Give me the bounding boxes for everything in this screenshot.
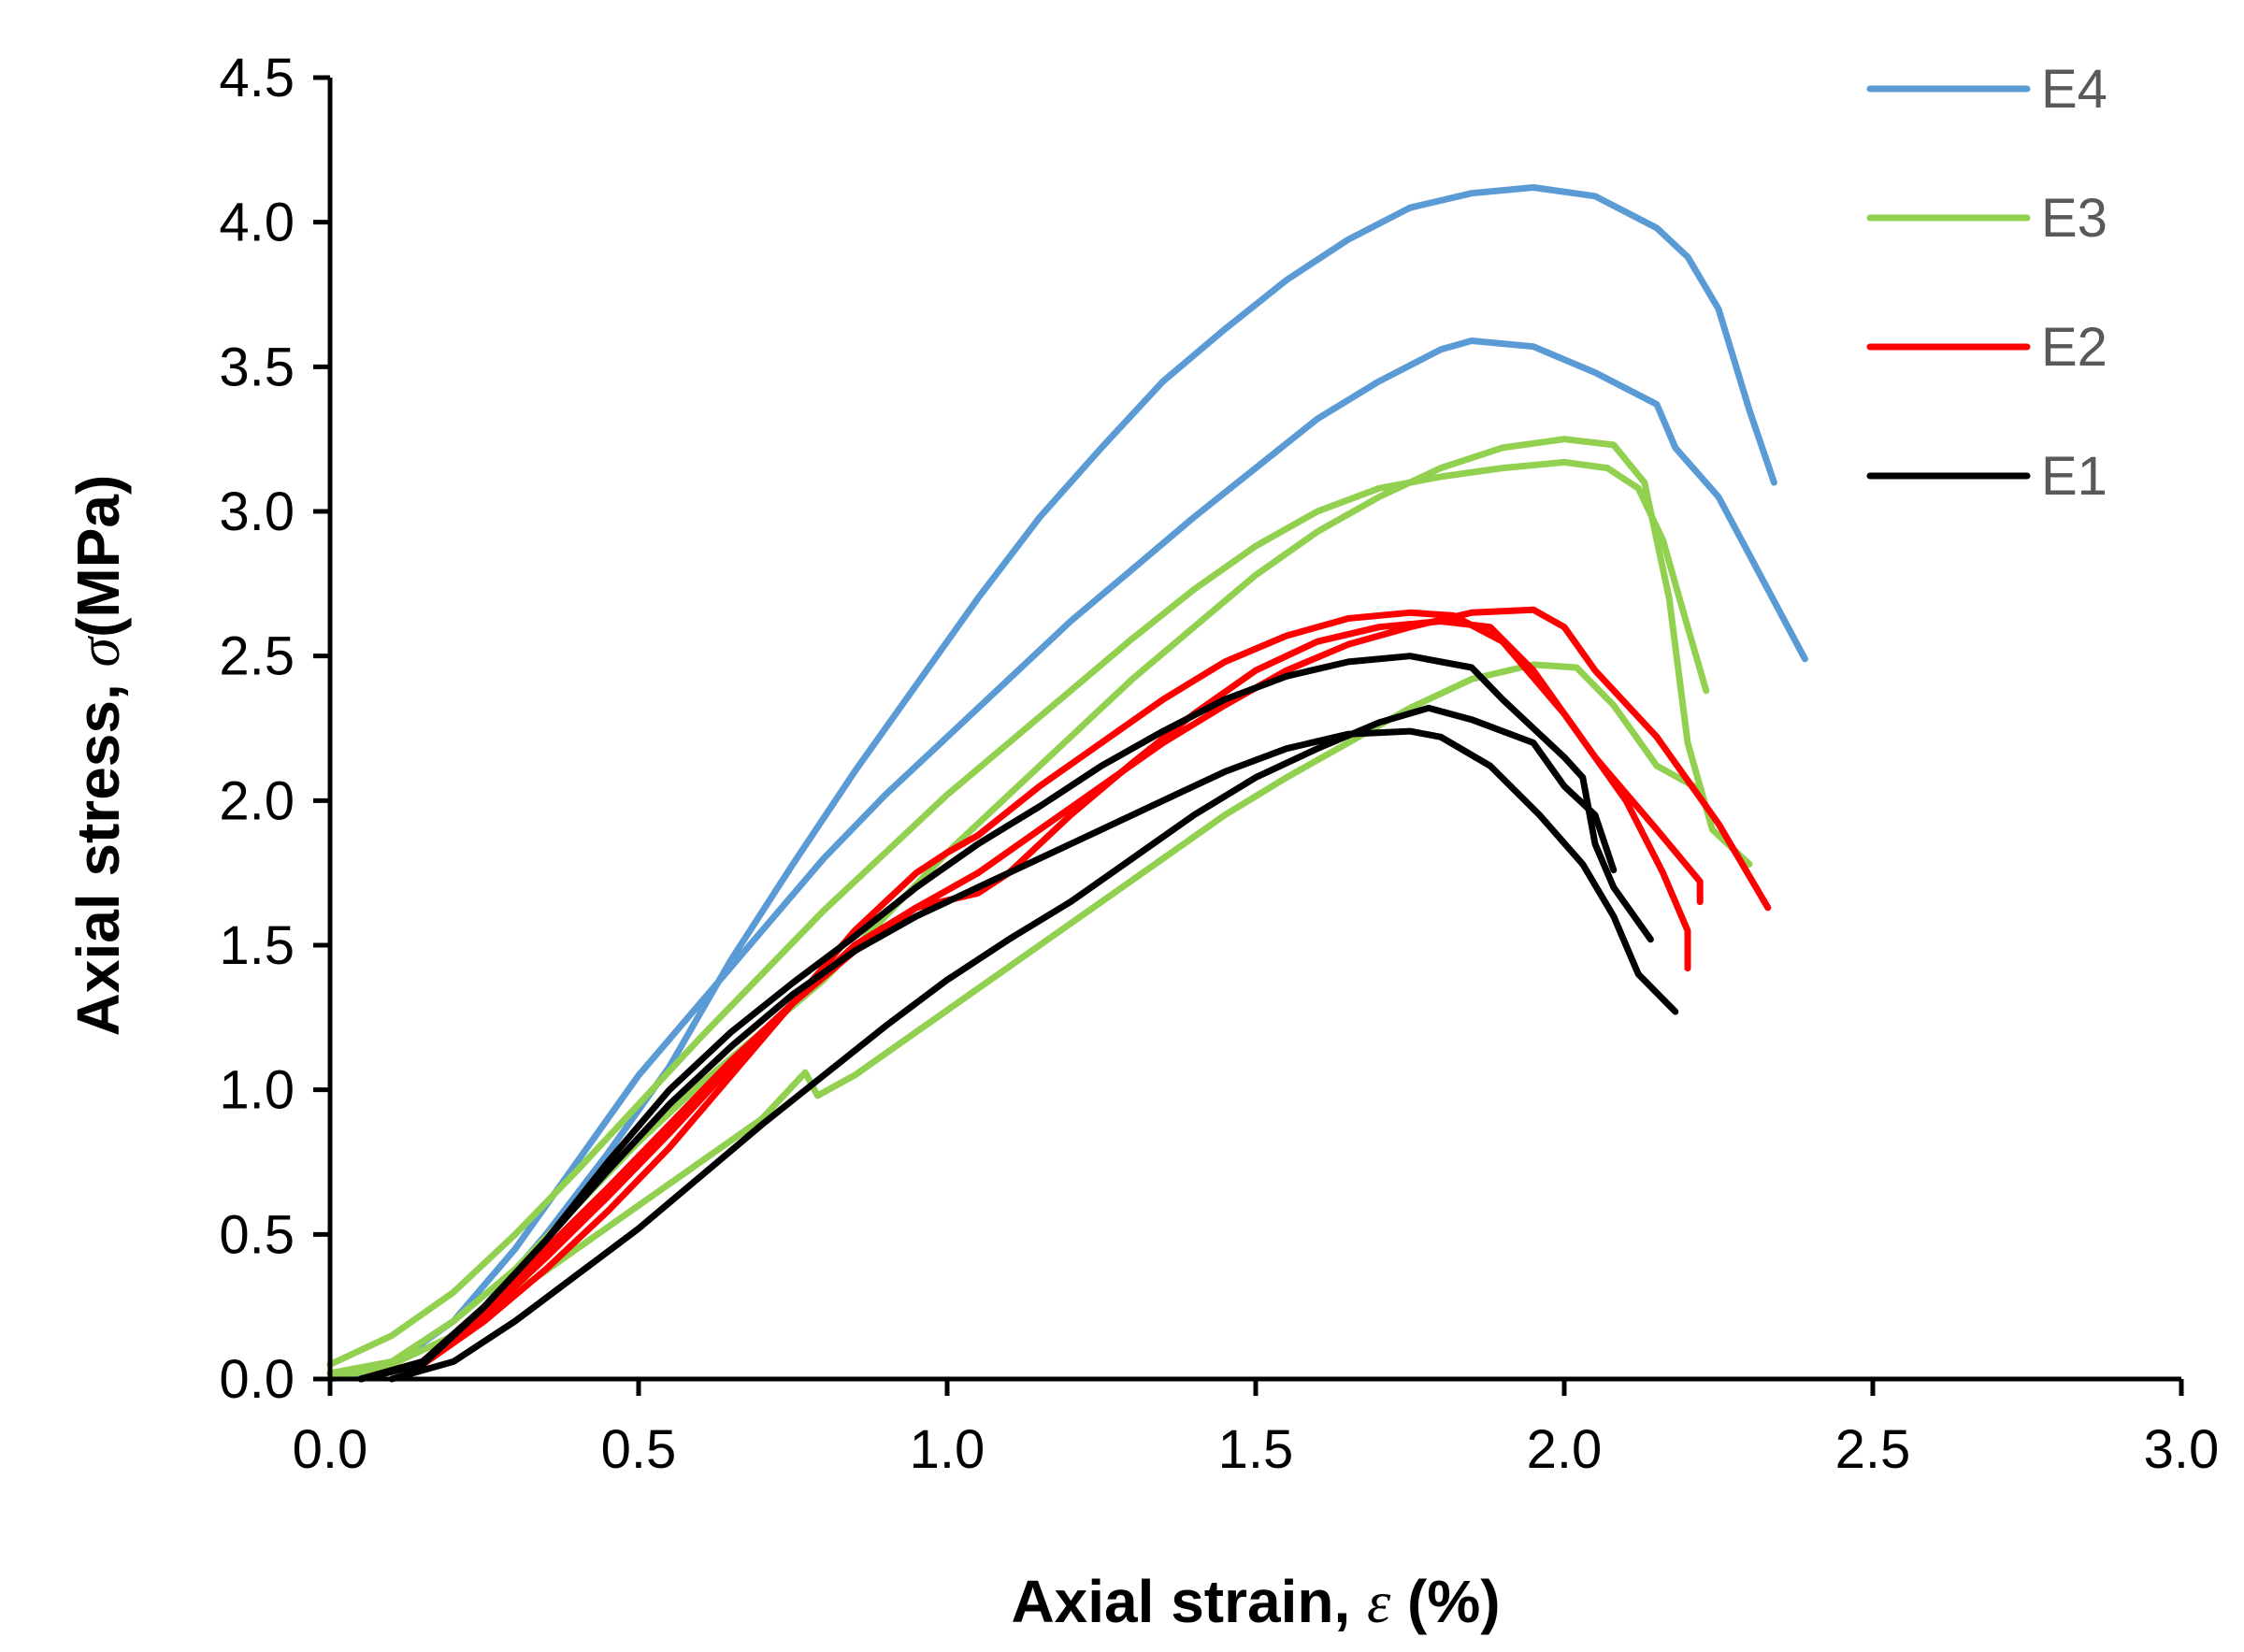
y-tick-label: 4.5 [219,48,295,108]
series-line-e4 [326,338,1808,1377]
legend-label-e4: E4 [2041,59,2107,120]
y-tick-label: 4.0 [219,193,295,253]
series-line-e3 [326,458,1710,1368]
y-tick-label: 0.0 [219,1349,295,1410]
x-tick-label: 2.5 [1835,1419,1911,1480]
y-tick-label: 1.5 [219,915,295,976]
y-ticks: 0.0 0.5 1.0 1.5 2.0 2.5 3.0 3.5 4.0 4.5 [219,48,330,1410]
legend-label-e2: E2 [2041,317,2107,378]
legend: E4 E3 E2 E1 [1866,59,2107,507]
x-tick-label: 3.0 [2144,1419,2220,1480]
legend-label-e3: E3 [2041,188,2107,249]
x-tick-label: 2.0 [1527,1419,1603,1480]
y-tick-label: 3.0 [219,481,295,542]
x-tick-label: 0.5 [601,1419,677,1480]
y-tick-label: 3.5 [219,337,295,397]
series-line-e1 [357,727,1679,1383]
series-line-e1 [388,704,1618,1383]
x-tick-label: 1.5 [1218,1419,1294,1480]
x-tick-label: 1.0 [910,1419,985,1480]
series-line-e2 [357,606,1772,1383]
x-axis-title: Axial strain, ε (%) [1011,1568,1500,1635]
x-ticks: 0.0 0.5 1.0 1.5 2.0 2.5 3.0 [293,1379,2220,1480]
y-tick-label: 1.0 [219,1060,295,1121]
series-line-e4 [326,184,1777,1383]
y-tick-label: 2.5 [219,626,295,687]
y-tick-label: 2.0 [219,770,295,831]
y-axis-title: Axial stress, σ(MPa) [65,475,132,1037]
y-tick-label: 0.5 [219,1204,295,1265]
series-line-e1 [357,653,1654,1383]
series-layer [326,184,1808,1383]
legend-label-e1: E1 [2041,446,2107,507]
series-line-e2 [357,618,1704,1383]
x-tick-label: 0.0 [293,1419,368,1480]
